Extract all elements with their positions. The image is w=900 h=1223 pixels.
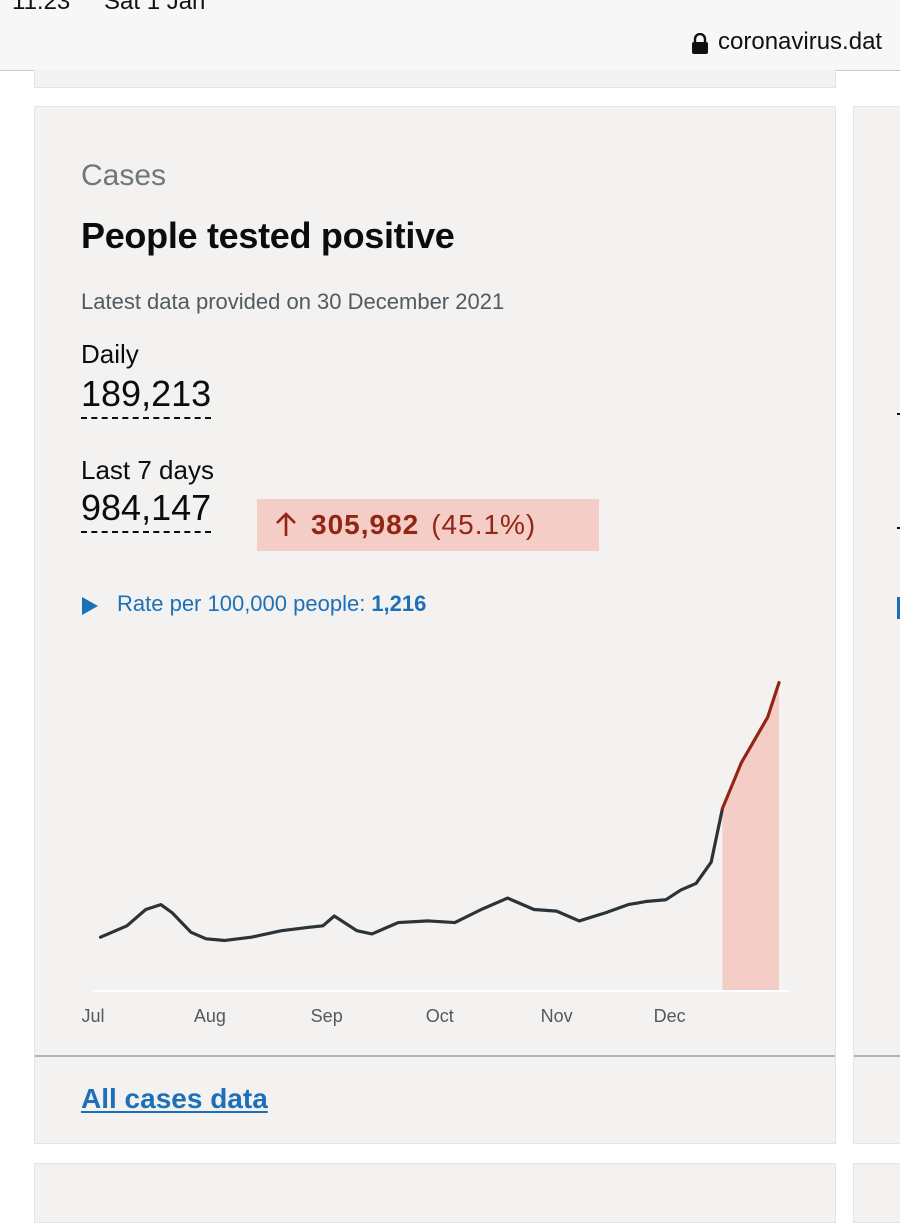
status-time: 11:23	[12, 0, 71, 15]
triangle-right-icon	[82, 597, 98, 615]
change-badge: 305,982 (45.1%)	[257, 499, 599, 551]
x-tick-label: Aug	[194, 1006, 226, 1026]
lock-icon	[692, 33, 708, 54]
x-tick-label: Nov	[541, 1006, 573, 1026]
last-7-days-value[interactable]: 984,147	[81, 489, 212, 533]
latest-data-date: Latest data provided on 30 December 2021	[81, 289, 505, 314]
card-title: People tested positive	[81, 215, 455, 256]
cases-chart: Jul Aug Sep Oct Nov Dec	[81, 680, 789, 1026]
cases-card: Cases People tested positive Latest data…	[34, 106, 836, 1144]
next-card	[853, 106, 900, 1144]
change-percent: (45.1%)	[431, 509, 537, 540]
next-card-underline	[897, 527, 900, 529]
rate-label: Rate per 100,000 people:	[117, 591, 366, 616]
status-date: Sat 1 Jan	[104, 0, 206, 15]
daily-value[interactable]: 189,213	[81, 375, 212, 419]
cases-line	[98, 806, 725, 943]
card-divider	[35, 1055, 835, 1057]
change-value: 305,982	[311, 509, 420, 540]
daily-label: Daily	[81, 339, 139, 369]
lower-card	[34, 1163, 836, 1223]
highlight-area	[722, 682, 779, 991]
address-bar-url[interactable]: coronavirus.dat	[718, 28, 883, 55]
x-tick-label: Oct	[426, 1006, 454, 1026]
x-tick-label: Dec	[654, 1006, 686, 1026]
next-card-link-mark[interactable]	[897, 597, 900, 619]
arrow-up-icon	[276, 512, 296, 536]
browser-top-bar: 11:23 Sat 1 Jan coronavirus.dat	[0, 0, 900, 71]
rate-toggle[interactable]: Rate per 100,000 people: 1,216	[81, 591, 426, 617]
rate-value: 1,216	[371, 591, 427, 616]
next-card-divider	[854, 1055, 900, 1057]
next-card-underline	[897, 413, 900, 415]
last-7-days-label: Last 7 days	[81, 455, 214, 485]
cases-line-recent	[720, 680, 781, 811]
x-tick-label: Sep	[311, 1006, 343, 1026]
previous-card	[34, 70, 836, 88]
card-caption: Cases	[81, 159, 167, 192]
x-tick-label: Jul	[81, 1006, 104, 1026]
all-cases-data-link[interactable]: All cases data	[81, 1083, 268, 1114]
lower-right-card	[853, 1163, 900, 1223]
